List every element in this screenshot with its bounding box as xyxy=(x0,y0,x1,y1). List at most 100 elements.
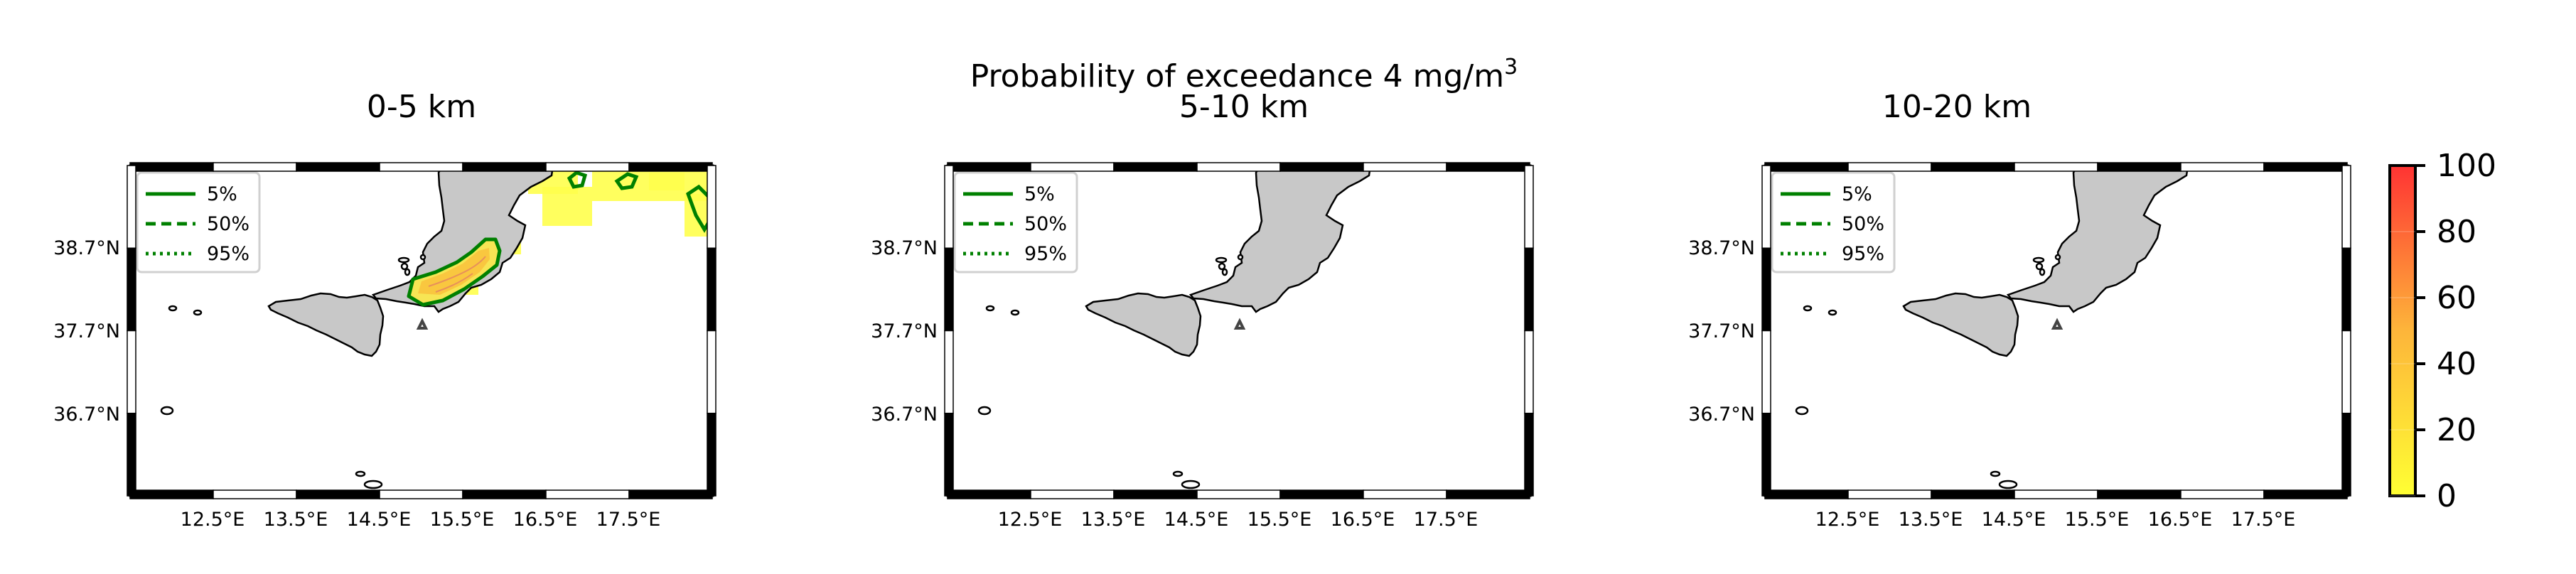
border-segment xyxy=(1446,489,1530,499)
contour-5-percent xyxy=(567,170,588,189)
lon-tick-label: 15.5°E xyxy=(430,509,495,531)
border-segment xyxy=(1847,162,1932,172)
island xyxy=(1803,305,1813,312)
border-segment xyxy=(944,247,954,332)
lat-tick-label: 38.7°N xyxy=(871,237,938,259)
panel-title-right: 10-20 km xyxy=(1882,89,2032,125)
border-segment xyxy=(947,489,1031,499)
border-segment xyxy=(1279,489,1364,499)
legend-label-95: 95% xyxy=(1842,243,1884,265)
colorbar-tick-label: 100 xyxy=(2437,148,2496,184)
triangle-icon xyxy=(2051,318,2064,330)
map-border-3 xyxy=(1761,162,2351,499)
border-segment xyxy=(296,489,380,499)
legend-label-50: 50% xyxy=(1024,213,1067,235)
lon-tick-label: 16.5°E xyxy=(1331,509,1395,531)
triangle-icon xyxy=(1233,318,1246,330)
border-segment xyxy=(1524,247,1534,332)
border-segment xyxy=(2097,162,2181,172)
border-segment xyxy=(2263,162,2348,172)
island xyxy=(1237,254,1244,261)
coastline-calabria-2 xyxy=(1188,166,1372,313)
border-segment xyxy=(2180,489,2265,499)
lat-tick-label: 36.7°N xyxy=(871,404,938,426)
panel-title-left: 0-5 km xyxy=(366,89,477,125)
legend-label-95: 95% xyxy=(207,243,249,265)
lat-tick-label: 36.7°N xyxy=(1688,404,1755,426)
map-area-2: 5% 50% 95% xyxy=(948,166,1530,496)
legend-2: 5% 50% 95% xyxy=(953,171,1078,274)
plume-streak xyxy=(428,256,486,287)
legend-label-5: 5% xyxy=(1842,183,1872,205)
legend-label-5: 5% xyxy=(1024,183,1055,205)
legend-label-95: 95% xyxy=(1024,243,1067,265)
island xyxy=(355,470,366,477)
lon-tick-label: 15.5°E xyxy=(2065,509,2130,531)
border-segment xyxy=(944,330,954,414)
lon-tick-label: 17.5°E xyxy=(1414,509,1478,531)
border-segment xyxy=(2014,162,2098,172)
border-segment xyxy=(296,162,380,172)
lat-tick-label: 37.7°N xyxy=(871,320,938,342)
border-segment xyxy=(707,413,717,497)
border-segment xyxy=(707,247,717,332)
border-segment xyxy=(2341,165,2351,249)
lon-tick-label: 14.5°E xyxy=(347,509,412,531)
panel-title-middle: 5-10 km xyxy=(1179,89,1309,125)
border-segment xyxy=(2341,247,2351,332)
island xyxy=(1990,470,2001,477)
border-segment xyxy=(379,162,463,172)
island xyxy=(160,406,174,416)
border-segment xyxy=(1761,247,1771,332)
border-segment xyxy=(2014,489,2098,499)
colorbar-ramp xyxy=(2388,164,2417,497)
island xyxy=(193,309,203,316)
map-panel-3: 5% 50% 95% 38.7°N 37.7°N 36.7°N 12.5°E 13.5°E 14… xyxy=(1688,162,2351,531)
colorbar-tick-label: 80 xyxy=(2437,214,2476,250)
lat-tick-label: 38.7°N xyxy=(53,237,120,259)
border-segment xyxy=(1761,413,1771,497)
exceedance-plume-overlay xyxy=(407,170,713,307)
border-segment xyxy=(127,330,136,414)
contour-5-percent xyxy=(614,172,639,190)
border-segment xyxy=(1196,162,1281,172)
border-segment xyxy=(1764,162,1849,172)
island xyxy=(1172,470,1184,477)
border-segment xyxy=(1931,162,2015,172)
border-segment xyxy=(379,489,463,499)
border-segment xyxy=(1764,489,1849,499)
border-segment xyxy=(1279,162,1364,172)
island xyxy=(2032,256,2045,264)
island xyxy=(400,262,409,271)
border-segment xyxy=(1524,413,1534,497)
coastline-sicily-3 xyxy=(1902,292,2019,357)
island xyxy=(1181,480,1201,489)
island xyxy=(1010,309,1020,316)
border-segment xyxy=(545,162,630,172)
lon-tick-label: 17.5°E xyxy=(596,509,661,531)
border-segment xyxy=(1363,162,1447,172)
border-segment xyxy=(1847,489,1932,499)
lon-tick-label: 17.5°E xyxy=(2231,509,2296,531)
colorbar-tick-label: 60 xyxy=(2437,280,2476,316)
border-segment xyxy=(628,489,713,499)
lon-tick-label: 16.5°E xyxy=(513,509,578,531)
border-segment xyxy=(707,165,717,249)
border-segment xyxy=(2180,162,2265,172)
plume-streak xyxy=(435,273,473,293)
border-segment xyxy=(1524,165,1534,249)
border-segment xyxy=(129,489,214,499)
lon-tick-label: 13.5°E xyxy=(1081,509,1146,531)
probability-cell xyxy=(649,173,685,190)
legend-label-50: 50% xyxy=(1842,213,1884,235)
border-segment xyxy=(1931,489,2015,499)
island xyxy=(1218,262,1226,271)
legend-label-5: 5% xyxy=(207,183,237,205)
colorbar-tick-label: 0 xyxy=(2437,478,2457,514)
border-segment xyxy=(1113,162,1198,172)
map-border-2 xyxy=(944,162,1534,499)
island xyxy=(404,268,411,276)
contour-5-percent xyxy=(407,237,502,307)
probability-cell xyxy=(542,187,592,226)
